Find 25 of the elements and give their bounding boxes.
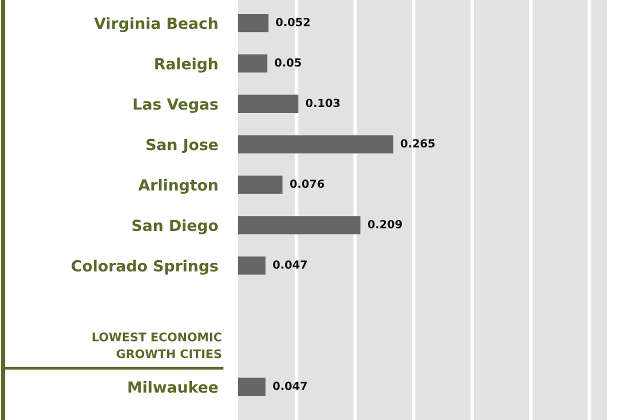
bar (238, 94, 298, 113)
data-label: 0.047 (273, 260, 307, 269)
bar (238, 216, 360, 234)
data-label: 0.209 (368, 220, 402, 228)
data-label: 0.052 (276, 18, 310, 26)
bar (238, 135, 394, 154)
data-label: 0.265 (400, 139, 435, 148)
bar (238, 378, 266, 396)
data-label: 0.076 (290, 180, 324, 188)
data-label: 0.103 (306, 98, 340, 108)
y-tick-label: Arlington (138, 178, 218, 194)
y-tick-label: Raleigh (155, 58, 218, 73)
y-tick-label: Colorado Springs (72, 260, 218, 275)
y-tick-label: San Diego (132, 219, 218, 234)
bar (238, 14, 268, 32)
data-label: 0.047 (273, 382, 307, 390)
y-tick-label: Milwaukee (128, 381, 218, 393)
data-label: 0.05 (274, 58, 301, 67)
y-tick-label: Las Vegas (134, 98, 218, 113)
bar (238, 176, 283, 194)
y-tick-label: San Jose (146, 138, 218, 154)
text: LOWEST ECONOMIC GROWTH CITIES (92, 332, 222, 358)
bar (238, 256, 266, 275)
bar (238, 54, 268, 73)
y-tick-label: Virginia Beach (94, 17, 218, 32)
